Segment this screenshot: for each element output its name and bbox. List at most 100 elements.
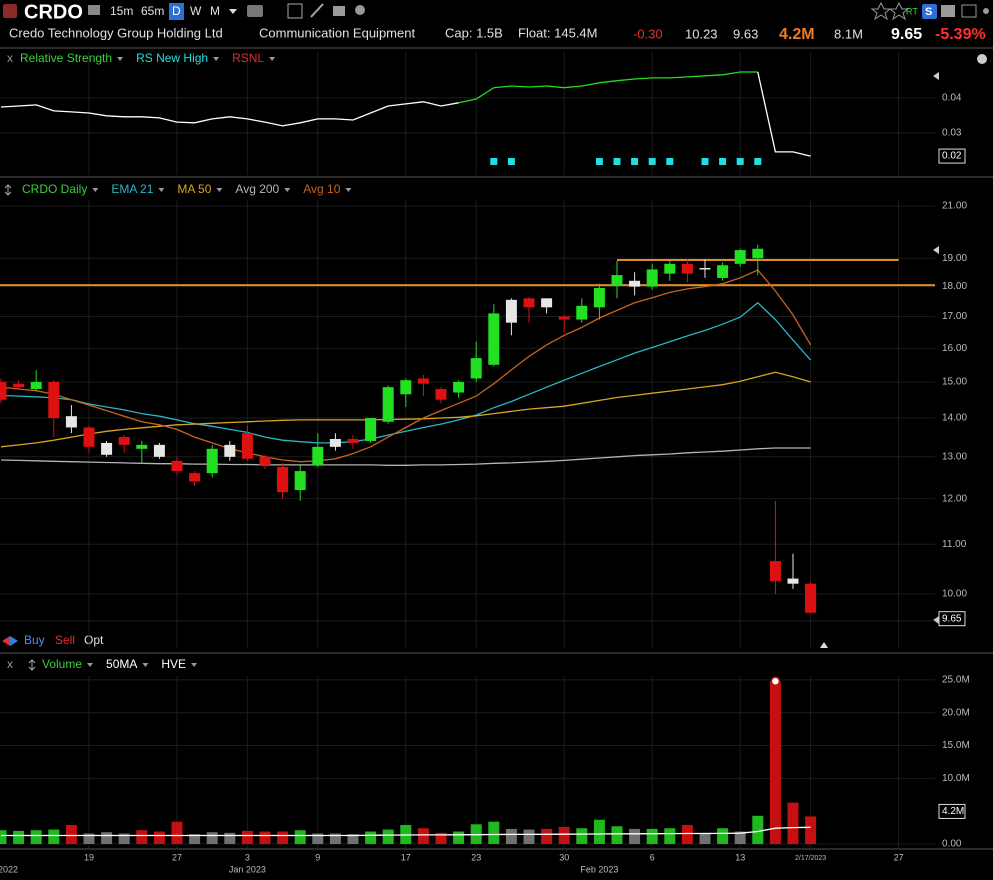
volume-bar — [294, 830, 306, 844]
change-pct: -5.39% — [935, 26, 986, 43]
legend-entry[interactable]: HVE — [161, 657, 186, 671]
x-period-label: 2022 — [0, 864, 18, 874]
rs-new-high-marker — [507, 158, 515, 165]
candle-body — [523, 298, 535, 308]
close-button[interactable]: x — [7, 51, 13, 65]
toolbar-icon[interactable] — [247, 5, 263, 17]
candle-body — [593, 288, 605, 308]
volume-bar — [153, 831, 165, 844]
legend-entry[interactable]: EMA 21 — [111, 182, 153, 196]
star-icon[interactable] — [870, 1, 892, 21]
options-button[interactable]: Opt — [84, 633, 104, 647]
volume-bar — [611, 826, 623, 844]
sell-button[interactable]: Sell — [55, 633, 75, 647]
candle-body — [400, 380, 412, 395]
legend-dropdown — [92, 188, 99, 192]
candle-body — [541, 298, 553, 308]
candle-body — [717, 265, 729, 278]
legend-entry[interactable]: Volume — [42, 657, 82, 671]
rs-new-high-marker — [648, 158, 656, 165]
legend-dropdown — [216, 188, 223, 192]
volume-bar — [593, 819, 605, 844]
volume: 4.2M — [779, 26, 815, 43]
interval[interactable]: W — [190, 4, 202, 18]
y-tick-label: 0.03 — [942, 128, 962, 139]
dropdown-icon[interactable] — [229, 9, 237, 14]
toolbar-icon[interactable] — [310, 3, 324, 18]
ticker[interactable]: CRDO — [24, 1, 83, 23]
toolbar-icon[interactable] — [941, 5, 955, 17]
move-icon[interactable] — [28, 659, 36, 671]
volume-bar — [453, 831, 465, 844]
toolbar-icon[interactable] — [333, 6, 345, 16]
candle-body — [224, 444, 236, 457]
toolbar-icon[interactable] — [355, 5, 365, 15]
toolbar-icon[interactable] — [961, 4, 977, 18]
legend-entry[interactable]: 50MA — [106, 657, 137, 671]
volume-bar — [576, 828, 588, 844]
legend-entry[interactable]: Avg 10 — [303, 182, 340, 196]
s-button[interactable]: S — [925, 6, 932, 18]
legend-entry[interactable]: CRDO Daily — [22, 182, 87, 196]
rs-new-high-marker — [490, 158, 498, 165]
moving-average — [0, 301, 812, 444]
volume-bar — [224, 832, 236, 844]
candle-body — [488, 313, 500, 365]
close-button[interactable]: x — [7, 657, 13, 671]
candle-body — [0, 381, 7, 400]
move-icon[interactable] — [4, 184, 12, 196]
settings-icon[interactable] — [977, 54, 987, 64]
x-tick-label: 3 — [245, 852, 250, 862]
industry: Communication Equipment — [259, 25, 415, 40]
hve-marker — [770, 676, 781, 686]
candle-body — [312, 446, 324, 465]
candle-body — [435, 388, 447, 400]
candle-body — [576, 305, 588, 320]
candle-body — [206, 448, 218, 474]
moving-average — [0, 371, 811, 448]
candle-body — [382, 387, 394, 422]
legend-dropdown — [117, 57, 124, 61]
star-icon[interactable] — [888, 1, 910, 21]
trade-icon[interactable] — [10, 636, 18, 646]
toolbar-icon[interactable] — [983, 8, 989, 14]
y-tick-label: 15.0M — [942, 740, 970, 751]
interval[interactable]: D — [172, 4, 181, 18]
x-tick-label: 9 — [315, 852, 320, 862]
volume-bar — [787, 802, 799, 844]
volume-bar — [664, 828, 676, 844]
interval[interactable]: 15m — [110, 4, 133, 18]
y-tick-label: 10.0M — [942, 773, 970, 784]
volume-bar — [189, 834, 201, 844]
moving-average — [0, 269, 812, 463]
volume-bar — [523, 829, 535, 844]
candle-body — [136, 444, 148, 449]
app-icon[interactable] — [3, 4, 17, 18]
trade-icon[interactable] — [2, 636, 10, 646]
low: 9.63 — [733, 26, 758, 41]
x-tick-label: 27 — [894, 852, 904, 862]
toolbar-icon[interactable] — [287, 3, 303, 19]
volume-bar — [136, 830, 148, 844]
avg-volume: 8.1M — [834, 26, 863, 41]
legend-dropdown — [87, 663, 94, 667]
candle-body — [48, 381, 60, 419]
scroll-icon[interactable] — [820, 642, 828, 648]
interval[interactable]: M — [210, 4, 220, 18]
legend-entry[interactable]: MA 50 — [177, 182, 211, 196]
rt-button[interactable]: RT — [906, 6, 918, 16]
legend-entry[interactable]: RS New High — [136, 51, 208, 65]
legend-entry[interactable]: Avg 200 — [235, 182, 279, 196]
legend-entry[interactable]: RSNL — [232, 51, 264, 65]
buy-button[interactable]: Buy — [24, 633, 45, 647]
settings-icon[interactable] — [88, 5, 100, 15]
legend-entry[interactable]: Relative Strength — [20, 51, 112, 65]
legend-dropdown — [345, 188, 352, 192]
x-tick-label: 27 — [172, 852, 182, 862]
interval[interactable]: 65m — [141, 4, 164, 18]
x-period-label: Jan 2023 — [229, 864, 266, 874]
volume-bar — [382, 829, 394, 844]
value-box — [938, 148, 966, 164]
float: Float: 145.4M — [518, 25, 598, 40]
